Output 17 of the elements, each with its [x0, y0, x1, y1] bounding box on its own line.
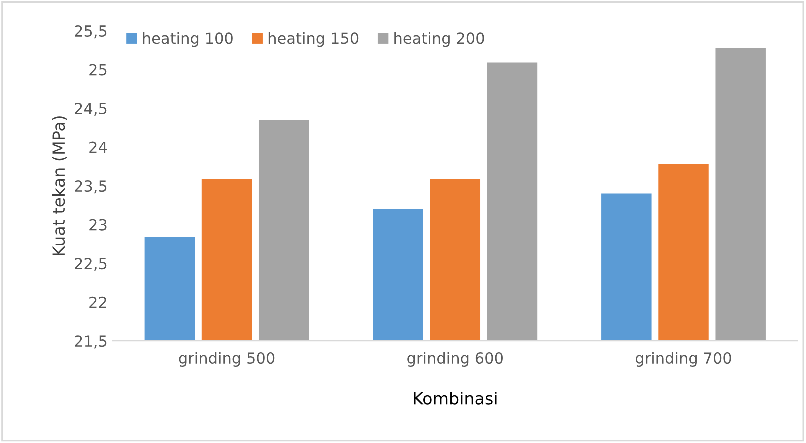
- y-tick-label: 22: [90, 296, 106, 308]
- y-tick-label: 23: [90, 219, 107, 231]
- legend-label: heating 200: [394, 32, 484, 48]
- y-tick-label: 24,5: [75, 103, 107, 116]
- y-tick-label: 25: [90, 64, 107, 76]
- y-tick-label: 23,5: [75, 180, 107, 194]
- legend-label: heating 100: [143, 32, 233, 48]
- y-axis-title: Kuat tekan (MPa): [52, 116, 68, 256]
- x-axis-title: Kombinasi: [414, 392, 497, 405]
- y-tick-label: 22,5: [75, 258, 107, 272]
- x-tick-label: grinding 500: [179, 352, 275, 368]
- y-tick-label: 21,5: [75, 336, 107, 349]
- x-tick-label: grinding 700: [636, 352, 732, 368]
- legend-label: heating 150: [268, 32, 359, 48]
- y-tick-label: 25,5: [75, 25, 107, 39]
- y-tick-label: 24: [90, 142, 108, 154]
- x-tick-label: grinding 600: [408, 352, 503, 368]
